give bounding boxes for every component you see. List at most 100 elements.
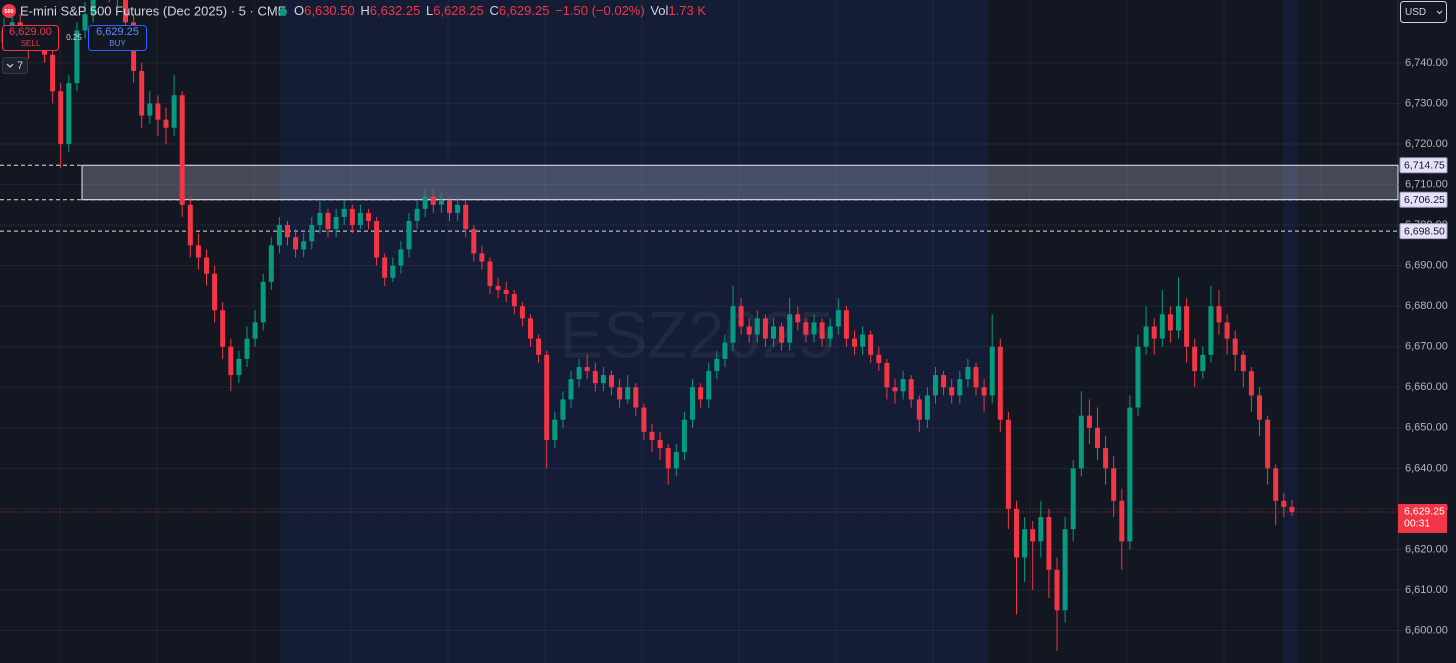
candle-body	[58, 91, 64, 144]
y-tick-label: 6,740.00	[1405, 57, 1448, 69]
candle-body	[657, 439, 663, 449]
candle-body	[1054, 569, 1060, 611]
candle-body	[876, 354, 882, 363]
candle-body	[487, 261, 493, 286]
volume-key: Vol	[650, 3, 668, 18]
candle-body	[301, 241, 307, 250]
chevron-icon	[6, 63, 14, 68]
candle-body	[795, 314, 801, 323]
candle-body	[74, 30, 80, 84]
candle-body	[754, 318, 760, 335]
ohlc-key: L	[426, 3, 433, 18]
currency-button[interactable]	[1400, 1, 1447, 23]
candle-body	[892, 387, 898, 392]
candle-body	[617, 387, 623, 400]
ohlc-value: 6,632.25	[370, 3, 421, 18]
candle-body	[698, 387, 704, 400]
symbol-icon	[2, 4, 16, 18]
candle-body	[447, 200, 452, 213]
candle-body	[681, 419, 687, 453]
level-tag-label: 6,714.75	[1404, 160, 1445, 172]
candle-body	[819, 322, 825, 339]
candle-body	[673, 452, 679, 469]
candle-body	[204, 257, 209, 274]
candle-body	[827, 326, 833, 339]
market-status[interactable]	[279, 8, 287, 16]
indicators-toggle[interactable]	[2, 57, 28, 74]
candle-body	[722, 342, 728, 359]
y-tick-label: 6,690.00	[1405, 260, 1448, 272]
candle-body	[1281, 500, 1287, 507]
ohlc-value: 6,630.50	[304, 3, 355, 18]
candle-body	[333, 216, 339, 230]
candle-body	[390, 265, 396, 278]
candle-body	[155, 103, 161, 120]
candle-body	[1038, 517, 1044, 542]
candle-body	[916, 399, 922, 420]
candle-body	[66, 83, 72, 144]
last-price-tag	[1398, 503, 1447, 533]
sell-button[interactable]	[2, 25, 59, 51]
sell-price: 6,629.00	[9, 26, 52, 38]
candle-body	[1240, 354, 1246, 372]
candle-body	[260, 281, 266, 323]
candle-body	[592, 371, 598, 384]
candle-body	[252, 322, 258, 339]
candle-body	[349, 208, 355, 226]
candle-body	[187, 204, 193, 246]
ohlc-key: C	[489, 3, 498, 18]
candle-body	[1095, 427, 1100, 449]
y-tick-label: 6,670.00	[1405, 341, 1448, 353]
symbol-icon-text: 500	[4, 9, 13, 15]
candle-body	[665, 448, 671, 469]
candle-body	[868, 334, 874, 355]
candle-body	[341, 208, 347, 217]
candle-body	[1127, 407, 1133, 542]
candle-body	[366, 212, 371, 221]
change: −1.50 (−0.02%)	[555, 3, 645, 18]
y-tick-label: 6,680.00	[1405, 300, 1448, 312]
chevron-icon	[1436, 10, 1443, 15]
candle-body	[803, 322, 809, 335]
y-tick-label: 6,650.00	[1405, 422, 1448, 434]
candle-body	[1030, 529, 1036, 542]
buy-button[interactable]	[88, 25, 147, 51]
candle-body	[357, 212, 363, 226]
candle-body	[941, 375, 947, 388]
candle-body	[1046, 517, 1052, 570]
candle-body	[471, 229, 477, 254]
candle-body	[163, 119, 169, 128]
candle-body	[762, 318, 768, 339]
candle-body	[900, 379, 906, 392]
candle-body	[1192, 346, 1198, 372]
candle-body	[973, 366, 979, 388]
candle-body	[600, 375, 606, 384]
symbol-title[interactable]: E-mini S&P 500 Futures (Dec 2025) · 5 · …	[20, 3, 287, 18]
candle-body	[576, 366, 582, 380]
candle-body	[268, 245, 274, 282]
price-zone	[81, 164, 1399, 201]
candle-body	[528, 318, 533, 339]
y-tick-label: 6,710.00	[1405, 178, 1448, 190]
candle-body	[463, 204, 469, 230]
candle-body	[625, 387, 631, 400]
watermark: ESZ2025	[559, 297, 834, 371]
candle-body	[228, 346, 234, 376]
candle-body	[82, 14, 88, 31]
candle-body	[90, 0, 96, 15]
ohlc-key: H	[360, 3, 369, 18]
candle-body	[309, 225, 315, 242]
candle-body	[1078, 415, 1084, 469]
candle-body	[1216, 306, 1222, 323]
buy-price: 6,629.25	[96, 26, 139, 38]
candle-body	[285, 225, 290, 238]
candle-body	[843, 310, 849, 339]
candle-body	[430, 196, 436, 205]
candle-body	[649, 431, 655, 440]
candle-body	[511, 293, 517, 307]
candle-body	[1135, 346, 1141, 408]
candle-body	[933, 375, 938, 396]
candle-body	[123, 0, 128, 23]
candle-body	[965, 366, 971, 380]
candle-body	[584, 366, 590, 372]
